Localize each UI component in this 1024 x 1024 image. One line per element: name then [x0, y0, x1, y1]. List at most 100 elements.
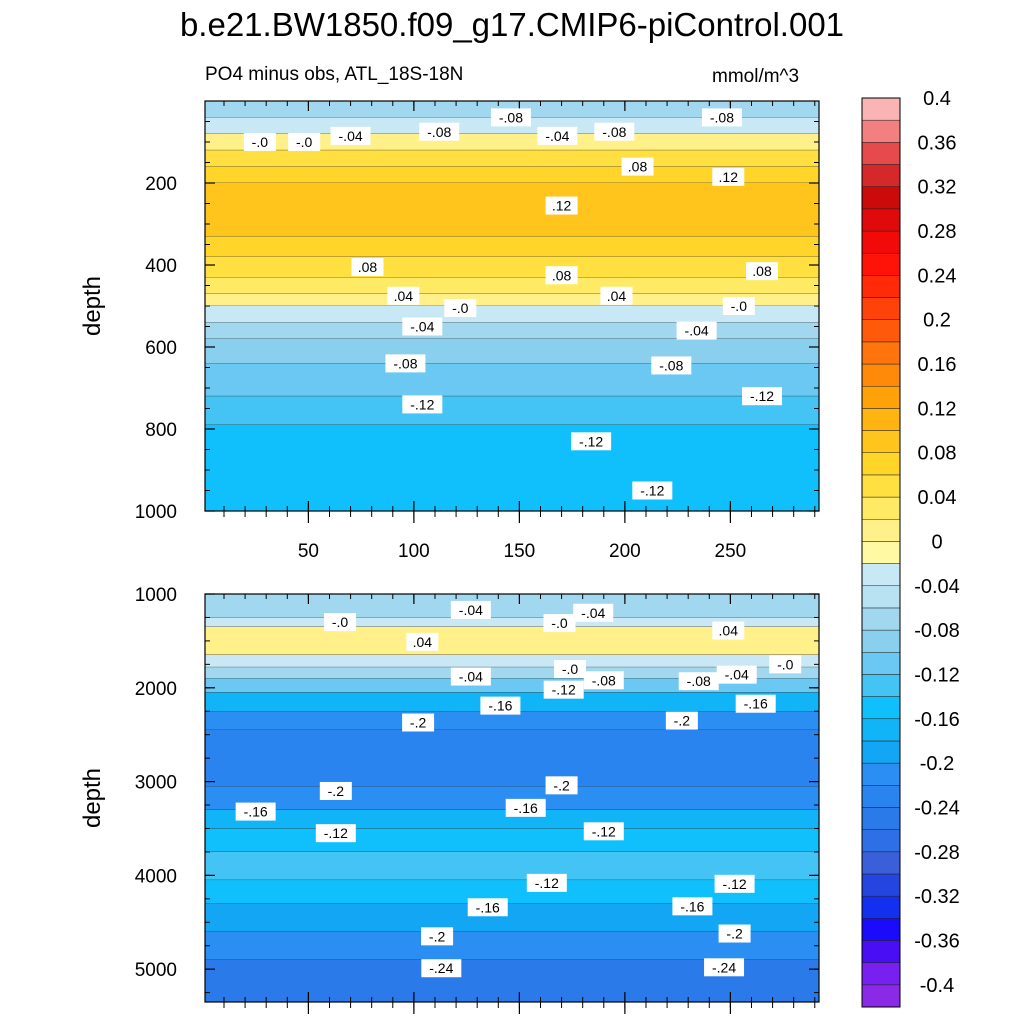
contour-label-background: [402, 713, 435, 732]
contour-label-text: -.08: [592, 672, 616, 688]
lower-contour-label: -.16: [735, 694, 776, 713]
contour-label-text: -.04: [459, 602, 483, 618]
lower-layer-3: [205, 654, 819, 668]
colorbar-tick-label: 0.4: [923, 88, 951, 110]
upper-contour-label: -.0: [288, 133, 321, 151]
contour-label-text: -.12: [579, 433, 603, 449]
contour-label-text: -.16: [488, 698, 512, 714]
upper-contour-label: -.08: [701, 108, 742, 127]
contour-label-background: [571, 432, 612, 451]
lower-contour-label: -.16: [672, 897, 713, 916]
colorbar-tick-label: 0.28: [918, 221, 957, 243]
colorbar-swatch: [861, 319, 901, 343]
contour-label-text: -.08: [659, 357, 683, 373]
lower-contour-label: -.0: [324, 613, 357, 632]
contour-label-text: .12: [552, 198, 572, 214]
contour-label-background: [594, 122, 635, 141]
upper-contour-label: -.12: [742, 387, 783, 406]
contour-label-text: .04: [607, 288, 627, 304]
upper-y-tick-label: 200: [145, 174, 177, 195]
lower-contour-label: -.2: [319, 781, 352, 800]
contour-label-background: [701, 108, 742, 127]
contour-label-background: [319, 781, 352, 800]
upper-contour-label: .12: [712, 167, 745, 186]
lower-contour-label: -.04: [450, 600, 491, 619]
upper-contour-label: -.04: [402, 317, 443, 336]
contour-label-background: [704, 958, 745, 977]
contour-label-background: [490, 108, 531, 127]
upper-layer-15: [205, 424, 819, 511]
lower-contour-label: -.08: [583, 671, 624, 690]
upper-y-tick-label: 600: [145, 338, 177, 359]
lower-contour-label: -.0: [554, 660, 587, 679]
contour-label-text: -.04: [581, 605, 605, 621]
contour-label-text: -.16: [514, 800, 538, 816]
upper-contour-label: .08: [746, 262, 779, 281]
x-tick-label: 150: [504, 541, 536, 562]
contour-label-background: [480, 696, 521, 715]
upper-contour-label: .04: [600, 286, 633, 305]
contour-label-background: [769, 655, 802, 674]
lower-layer-5: [205, 678, 819, 693]
contour-label-text: .08: [552, 267, 572, 283]
colorbar-swatch: [861, 918, 901, 941]
colorbar-swatch: [861, 208, 901, 232]
lower-contour-label: -.08: [678, 672, 719, 691]
colorbar-swatch: [861, 785, 901, 808]
upper-contour-label: .08: [621, 157, 654, 176]
colorbar-tick-label: -0.2: [920, 753, 954, 775]
contour-label-background: [543, 614, 576, 633]
upper-contour-label: -.08: [419, 122, 460, 141]
colorbar-swatch: [861, 718, 901, 742]
colorbar-swatch: [861, 962, 901, 986]
contour-label-background: [351, 258, 384, 277]
lower-panel: 1000 2000 3000 4000 5000 -.0 -.04 -.0 -.04 .04 .04…: [135, 585, 820, 1014]
colorbar-tick-label: -0.04: [914, 576, 960, 598]
contour-label-text: -.0: [296, 134, 313, 150]
lower-layer-0: [205, 594, 819, 618]
contour-label-text: -.12: [640, 483, 664, 499]
colorbar: -0.4 -0.36 -0.32 -0.28 -0.24 -0.2 -0.16 -0.12 -0…: [861, 88, 960, 1008]
lower-contour-label: -.16: [505, 798, 546, 817]
contour-label-text: .08: [628, 159, 648, 175]
contour-label-background: [526, 873, 567, 892]
lower-contour-label: -.04: [573, 603, 614, 622]
upper-y-tick-label: 800: [145, 420, 177, 441]
contour-label-background: [444, 299, 477, 318]
contour-label-text: -.2: [553, 777, 570, 793]
upper-layer-13: [205, 363, 819, 397]
upper-panel: 200 400 600 800 1000 50 100 150 200 250 -.0 -.0 -.04…: [135, 100, 820, 562]
lower-contour-label: .04: [406, 632, 439, 651]
contour-label-text: -.2: [410, 714, 427, 730]
colorbar-tick-label: 0.2: [923, 310, 951, 332]
y-axis-title-lower: depth: [79, 768, 106, 828]
contour-label-text: -.16: [744, 696, 768, 712]
contour-label-background: [402, 395, 443, 414]
lower-contour-label: -.12: [526, 873, 567, 892]
contour-label-background: [742, 387, 783, 406]
lower-contour-label: -.0: [769, 655, 802, 674]
colorbar-swatch: [861, 807, 901, 830]
contour-label-text: -.0: [562, 661, 579, 677]
lower-layer-7: [205, 711, 819, 730]
contour-label-background: [467, 898, 508, 917]
colorbar-swatch: [861, 585, 901, 609]
colorbar-swatch: [861, 895, 901, 919]
contour-label-text: -.12: [750, 388, 774, 404]
upper-contour-label: .08: [545, 266, 578, 285]
contour-label-background: [678, 672, 719, 691]
upper-contour-label: .04: [387, 286, 420, 305]
contour-label-text: -.04: [339, 128, 363, 144]
contour-label-text: -.08: [710, 109, 734, 125]
chart-title: b.e21.BW1850.f09_g17.CMIP6-piControl.001: [179, 6, 845, 43]
contour-label-text: .04: [394, 288, 414, 304]
colorbar-swatch: [861, 164, 901, 187]
contour-label-text: -.04: [459, 669, 483, 685]
lower-y-tick-label: 5000: [135, 960, 177, 981]
upper-contour-label: -.12: [402, 395, 443, 414]
contour-label-background: [545, 266, 578, 285]
contour-label-text: -.08: [687, 673, 711, 689]
colorbar-tick-label: -0.12: [914, 664, 960, 686]
contour-label-text: -.12: [592, 823, 616, 839]
lower-contour-label: -.2: [665, 711, 698, 730]
